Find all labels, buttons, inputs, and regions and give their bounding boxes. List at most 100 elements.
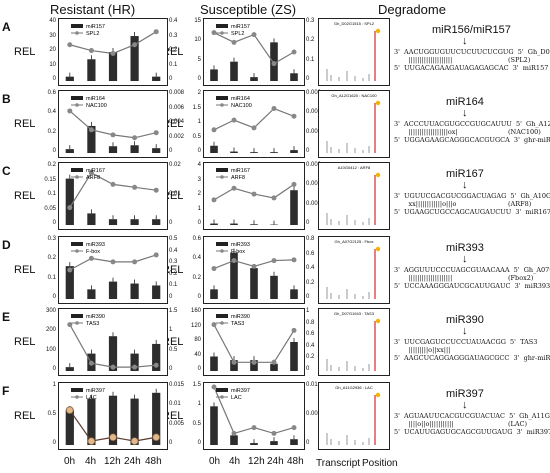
data-bar <box>270 152 278 153</box>
data-bar <box>87 59 96 81</box>
degradome-title: Gh_D02G1515 : SPL2 <box>334 21 375 26</box>
degradome-panel: Gh_D02G1515 : SPL2 <box>318 18 390 86</box>
data-bar <box>230 360 238 371</box>
data-point <box>211 384 217 390</box>
data-point <box>110 259 116 265</box>
y-tick-label: 0.5 <box>169 346 178 353</box>
y-tick-label: 0 <box>306 294 310 300</box>
y-tick-label: 0.003 <box>306 90 322 96</box>
cleavage-arrow: ↓ <box>462 253 468 265</box>
degradome-plot: Gh_A12G1620 : NAC100 <box>326 93 381 153</box>
y-tick-label: 0.15 <box>44 176 56 183</box>
sequence-line: 3' UUCGAGUCCUCCUAUAACGG 5' TAS3 <box>394 338 538 346</box>
legend-line-label: F-box <box>231 249 245 255</box>
degradome-plot: Gh_A11G2936 : LAC <box>326 385 381 445</box>
data-bar <box>290 150 298 153</box>
legend-line-label: NAC100 <box>231 103 252 109</box>
y-tick-label: 0.2 <box>306 279 315 286</box>
y-tick-label: 0.5 <box>192 133 201 140</box>
sequence-line: 5' AAGCUCAGGAGGGAUAGCGCC 3' ghr-miR390c <box>394 354 550 362</box>
data-bar <box>130 353 139 371</box>
y-tick-label: 0.6 <box>306 331 315 338</box>
data-point <box>110 132 116 138</box>
alignment-pairing: ||||o||o||||||||||| <box>394 420 454 428</box>
y-tick-label: 20 <box>49 47 56 53</box>
alignment-sequence: 3' UGUUCGACGUCGGACUAGAG 5' Gh_A10G0412 x… <box>394 192 550 216</box>
sequence-line: 5' UCAUUGAGUGCAGCGUUGAUG 3' miR397 <box>394 428 550 436</box>
data-point <box>153 187 159 193</box>
legend-bar-swatch <box>71 314 83 318</box>
cleavage-marker <box>375 392 381 398</box>
data-bar <box>87 398 96 445</box>
data-bar <box>210 356 218 371</box>
data-point <box>291 327 297 333</box>
legend-bar-label: miR397 <box>231 388 250 394</box>
x-tick: 4h <box>229 456 241 467</box>
degradome-plot: A10G0412 : ARF8 <box>326 165 381 225</box>
y-tick-label: 0.015 <box>169 382 185 388</box>
y-tick-label: 0 <box>306 220 310 226</box>
y-tick-label: 40 <box>194 351 201 358</box>
legend-bar-swatch <box>216 96 228 100</box>
legend-bar-label: miR167 <box>231 168 250 174</box>
data-bar <box>290 439 298 445</box>
y-tick-label: 0.02 <box>169 162 181 168</box>
legend-line-marker <box>75 321 79 325</box>
legend-bar-swatch <box>71 388 83 392</box>
y-tick-label: 0.8 <box>306 319 315 326</box>
data-bar <box>230 61 238 81</box>
y-tick-label: 4 <box>197 162 201 168</box>
data-bar <box>290 190 298 225</box>
data-bar <box>210 145 218 153</box>
y-tick-label: 0.5 <box>192 420 201 427</box>
legend-line-marker <box>75 249 79 253</box>
y-tick-label: 1 <box>52 382 56 388</box>
chart-panel-hr: miR397 LAC <box>58 382 168 450</box>
degradome-plot: Gh_D02G1515 : SPL2 <box>326 21 381 81</box>
data-bar <box>152 148 161 153</box>
y-tick-label: 1.5 <box>169 308 178 314</box>
y-tick-label: 0 <box>52 440 56 446</box>
y-tick-label: 0.05 <box>44 205 56 212</box>
row-letter: C <box>2 164 11 178</box>
legend-line-marker <box>220 249 224 253</box>
data-bar <box>87 213 96 225</box>
cleavage-marker <box>375 318 381 324</box>
y-tick-label: 0 <box>306 76 310 82</box>
data-bar <box>230 435 238 445</box>
legend-line-label: TAS3 <box>86 321 99 327</box>
sequence-line: 5' UGAAGCUGCCAGCAUGAUCUU 3' miR167 <box>394 208 550 216</box>
data-bar <box>210 406 218 445</box>
data-point <box>291 113 297 119</box>
legend-line-marker <box>75 31 79 35</box>
data-point <box>271 258 277 264</box>
y-tick-label: 0.002 <box>306 181 322 188</box>
data-bar <box>250 77 258 81</box>
data-line <box>213 32 295 65</box>
y-tick-label: 0.2 <box>169 270 178 277</box>
x-tick: 24h <box>124 456 141 467</box>
y-axis-label: REL <box>14 190 36 202</box>
y-tick-label: 0.4 <box>169 18 178 24</box>
y-tick-label: 0 <box>306 148 310 154</box>
cleavage-arrow: ↓ <box>462 35 468 47</box>
data-bar <box>108 52 118 81</box>
chart-panel-zs: miR397 LAC <box>203 382 305 450</box>
y-tick-label: 0.4 <box>192 255 201 262</box>
legend-line-label: TAS3 <box>231 321 244 327</box>
data-point <box>132 42 138 48</box>
data-point <box>291 181 297 187</box>
y-tick-label: 5 <box>197 56 201 63</box>
y-axis-label: REL <box>14 118 36 130</box>
data-line <box>69 172 157 208</box>
data-point <box>231 117 237 123</box>
y-axis-label: REL <box>14 336 36 348</box>
legend-bar-swatch <box>71 168 83 172</box>
data-bar <box>230 223 238 225</box>
